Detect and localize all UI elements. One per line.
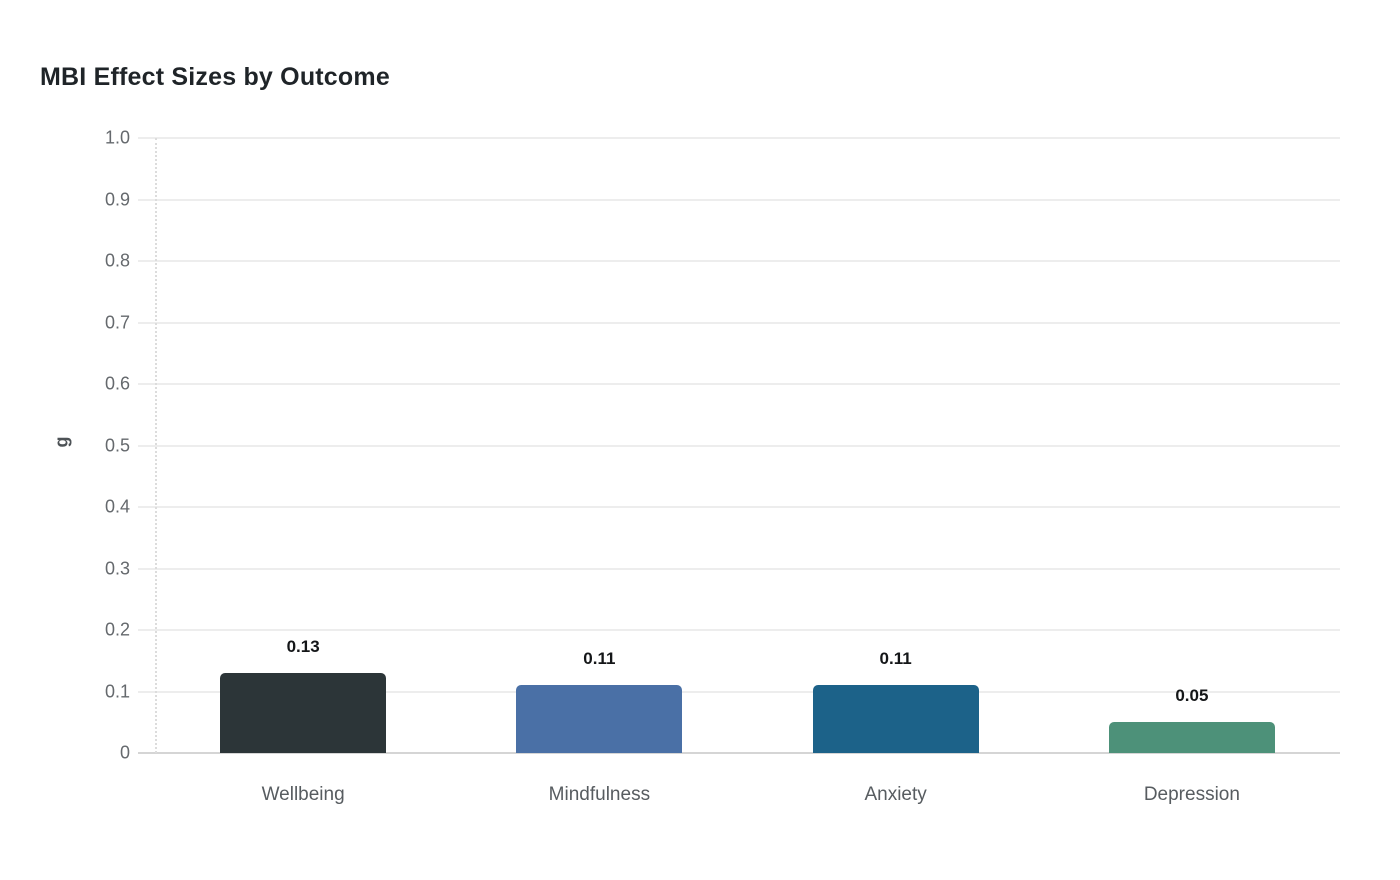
- bar-wellbeing[interactable]: [220, 673, 387, 753]
- gridline: [138, 690, 1340, 693]
- gridline: [138, 383, 1340, 385]
- y-tick-label: 0.2: [104, 619, 130, 640]
- gridline: [138, 321, 1340, 324]
- y-tick-label: 0.4: [104, 496, 130, 517]
- y-tick-label: 0.9: [104, 189, 130, 209]
- chart-title: MBI Effect Sizes by Outcome: [40, 63, 390, 91]
- x-tick-label: Anxiety: [864, 784, 927, 805]
- y-tick-label: 0.5: [104, 435, 130, 455]
- gridline: [138, 260, 1340, 262]
- gridline: [138, 444, 1340, 447]
- y-axis-title: g: [51, 436, 72, 447]
- y-tick-label: 1.0: [104, 127, 130, 148]
- gridline: [138, 567, 1340, 570]
- y-tick-label: 0.1: [104, 681, 130, 701]
- gridline: [138, 198, 1340, 201]
- x-tick-label: Wellbeing: [261, 784, 345, 805]
- y-tick-label: 0.3: [104, 558, 130, 578]
- y-tick-label: 0.7: [104, 312, 130, 332]
- bar-mindfulness[interactable]: [516, 685, 683, 753]
- y-tick-label: 0.6: [104, 373, 130, 394]
- bar-value-label: 0.11: [583, 649, 616, 669]
- gridline: [138, 137, 1340, 139]
- bar-value-label: 0.05: [1175, 686, 1209, 706]
- x-axis-baseline: [138, 752, 1340, 754]
- bar-value-label: 0.11: [879, 649, 912, 669]
- y-tick-label: 0.8: [104, 250, 130, 271]
- x-tick-label: Mindfulness: [548, 784, 651, 805]
- x-tick-label: Depression: [1143, 784, 1240, 805]
- y-axis-line: [155, 138, 157, 753]
- bar-anxiety[interactable]: [812, 685, 979, 753]
- bar-value-label: 0.13: [286, 637, 320, 657]
- y-tick-label: 0: [119, 742, 130, 763]
- bar-depression[interactable]: [1108, 722, 1275, 753]
- gridline: [138, 506, 1340, 508]
- gridline: [138, 629, 1340, 631]
